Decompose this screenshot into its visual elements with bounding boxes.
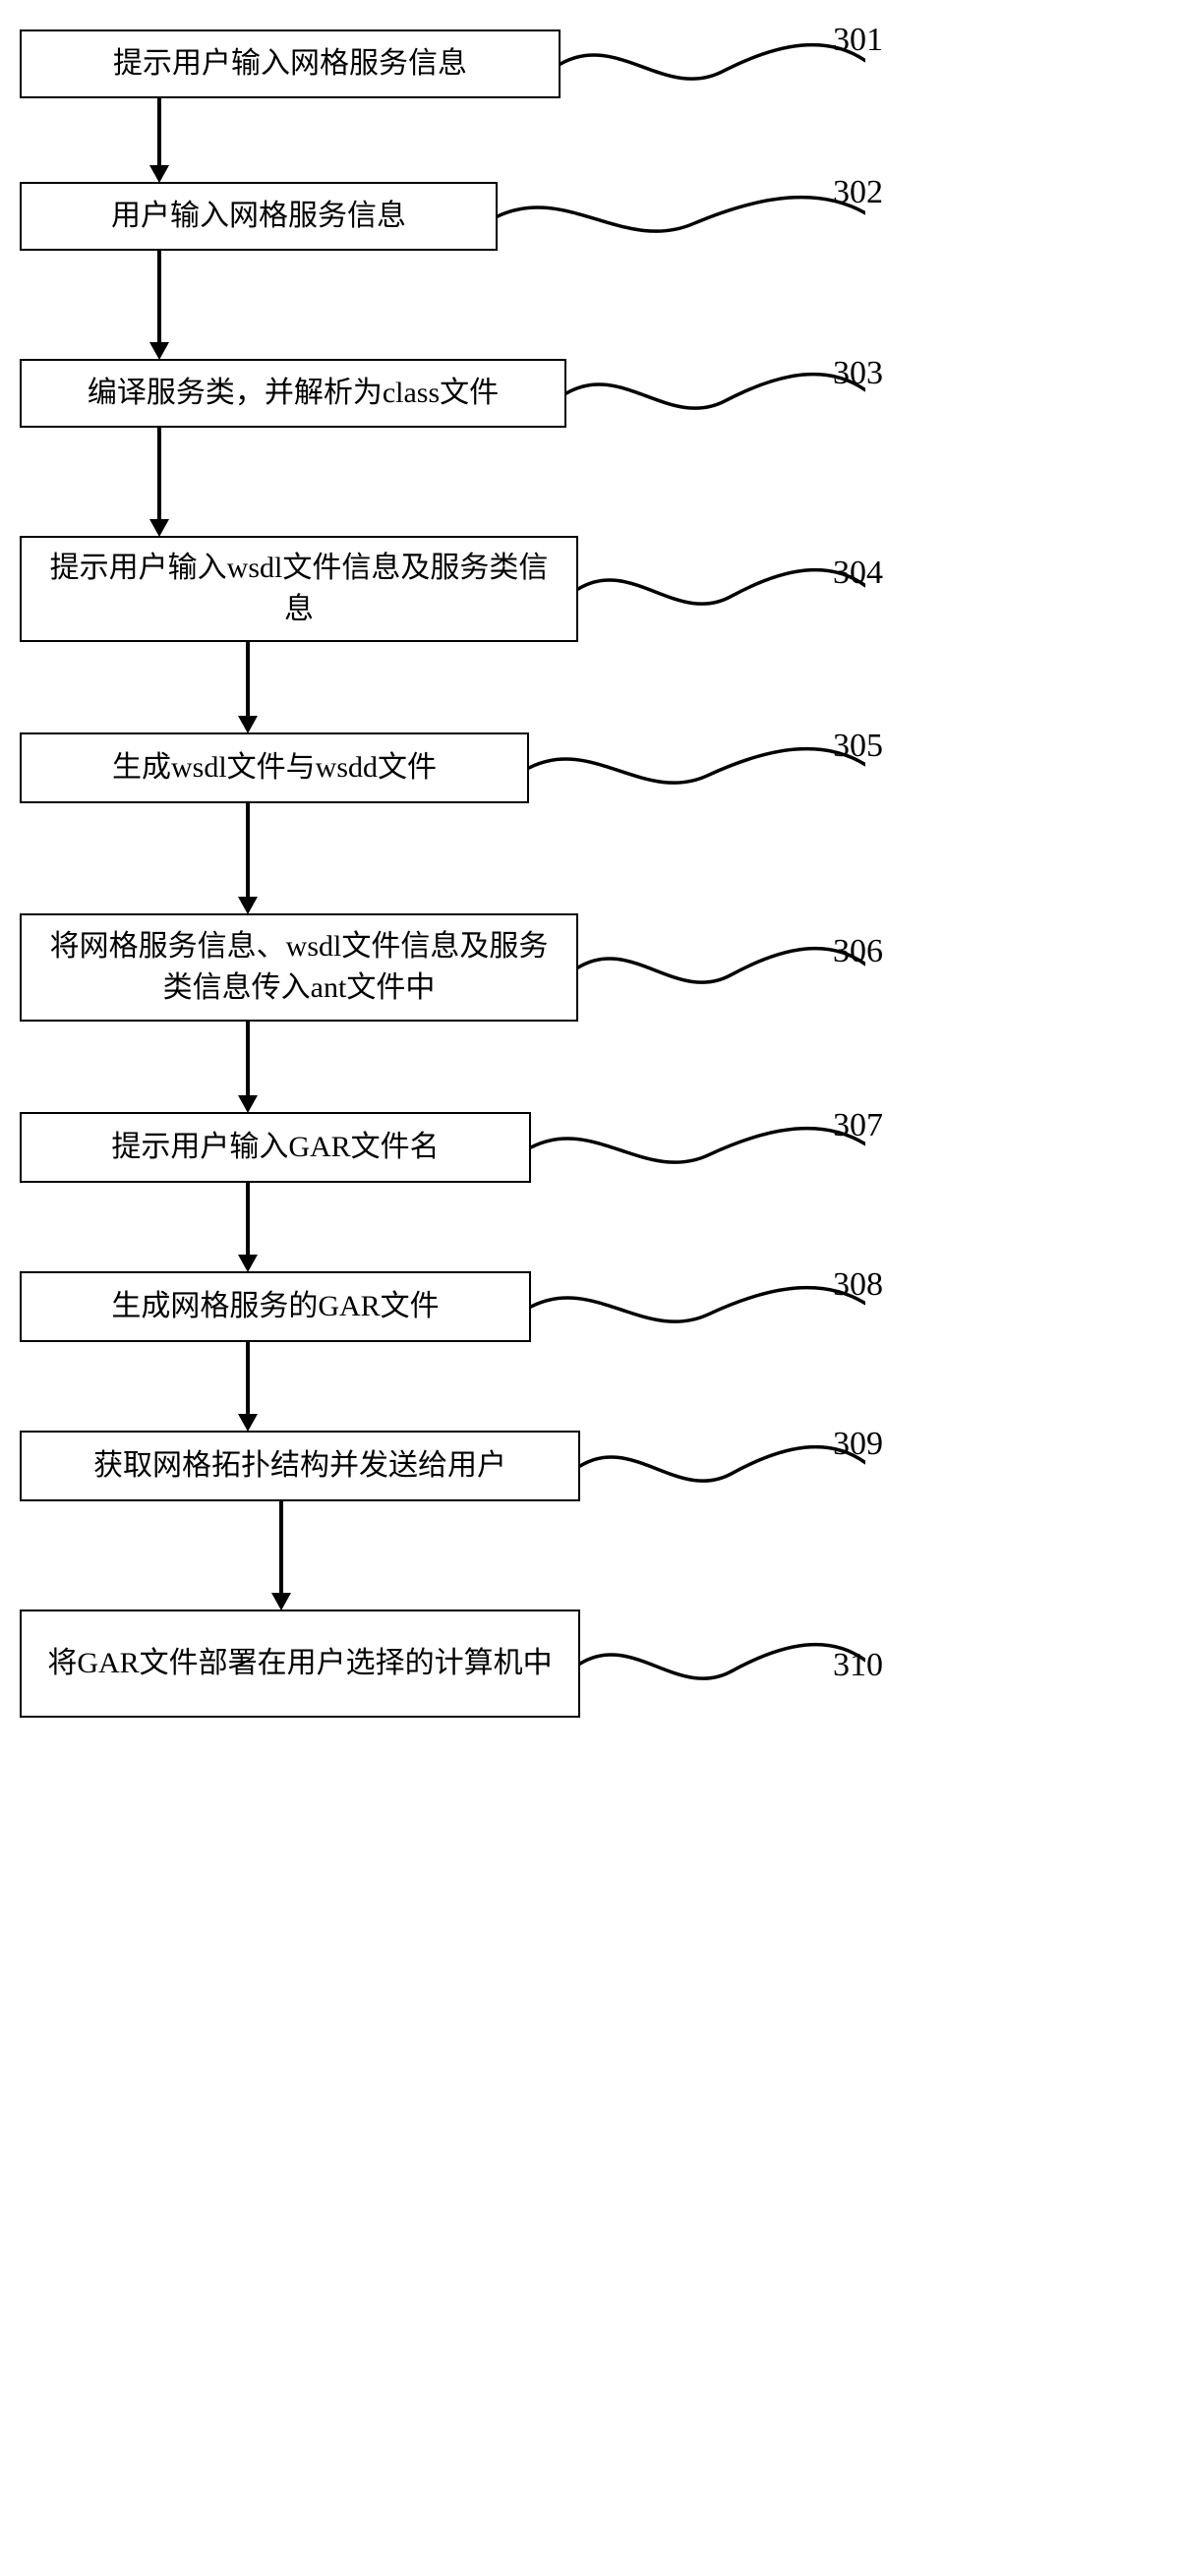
step-number-label: 308 [833, 1266, 883, 1304]
connector-swoosh: 302 [498, 182, 865, 251]
step-box: 生成wsdl文件与wsdd文件 [20, 732, 529, 803]
step-box: 生成网格服务的GAR文件 [20, 1271, 531, 1342]
flow-step-301: 提示用户输入网格服务信息 301 [20, 29, 865, 98]
connector-swoosh: 309 [580, 1432, 865, 1500]
connector-swoosh: 310 [580, 1629, 865, 1698]
flow-step-304: 提示用户输入wsdl文件信息及服务类信息 304 [20, 536, 865, 642]
step-number-label: 309 [833, 1426, 883, 1463]
step-box: 用户输入网格服务信息 [20, 182, 498, 251]
step-number-label: 302 [833, 174, 883, 211]
step-box: 编译服务类，并解析为class文件 [20, 359, 566, 428]
connector-swoosh: 305 [529, 733, 865, 802]
step-number-label: 310 [833, 1647, 883, 1684]
step-number-label: 303 [833, 355, 883, 392]
step-number-label: 304 [833, 555, 883, 592]
flow-step-308: 生成网格服务的GAR文件 308 [20, 1271, 865, 1342]
flow-step-303: 编译服务类，并解析为class文件 303 [20, 359, 865, 428]
step-number-label: 307 [833, 1107, 883, 1144]
flow-arrow [236, 1022, 285, 1112]
step-box: 获取网格拓扑结构并发送给用户 [20, 1431, 580, 1501]
flow-arrow [236, 1183, 285, 1271]
flow-step-305: 生成wsdl文件与wsdd文件 305 [20, 732, 865, 803]
connector-swoosh: 303 [566, 359, 865, 428]
connector-swoosh: 307 [531, 1113, 865, 1182]
flow-arrow [269, 1501, 319, 1610]
connector-swoosh: 306 [578, 933, 865, 1002]
step-box: 将GAR文件部署在用户选择的计算机中 [20, 1610, 580, 1718]
flow-step-309: 获取网格拓扑结构并发送给用户 309 [20, 1431, 865, 1501]
step-number-label: 306 [833, 933, 883, 970]
step-box: 提示用户输入网格服务信息 [20, 29, 561, 98]
step-number-label: 301 [833, 22, 883, 59]
flow-step-307: 提示用户输入GAR文件名 307 [20, 1112, 865, 1183]
step-number-label: 305 [833, 728, 883, 765]
flow-arrow [148, 251, 197, 359]
flow-arrow [236, 803, 285, 913]
flow-step-310: 将GAR文件部署在用户选择的计算机中 310 [20, 1610, 865, 1718]
flowchart-container: 提示用户输入网格服务信息 301 用户输入网格服务信息 302 编译服务类，并解析为… [20, 29, 1162, 1718]
flow-arrow [236, 1342, 285, 1431]
flow-arrow [236, 642, 285, 732]
flow-step-302: 用户输入网格服务信息 302 [20, 182, 865, 251]
flow-arrow [148, 428, 197, 536]
flow-step-306: 将网格服务信息、wsdl文件信息及服务类信息传入ant文件中 306 [20, 913, 865, 1022]
connector-swoosh: 308 [531, 1272, 865, 1341]
step-box: 提示用户输入wsdl文件信息及服务类信息 [20, 536, 578, 642]
step-box: 将网格服务信息、wsdl文件信息及服务类信息传入ant文件中 [20, 913, 578, 1022]
connector-swoosh: 304 [578, 555, 865, 623]
connector-swoosh: 301 [561, 29, 865, 98]
step-box: 提示用户输入GAR文件名 [20, 1112, 531, 1183]
flow-arrow [148, 98, 197, 182]
